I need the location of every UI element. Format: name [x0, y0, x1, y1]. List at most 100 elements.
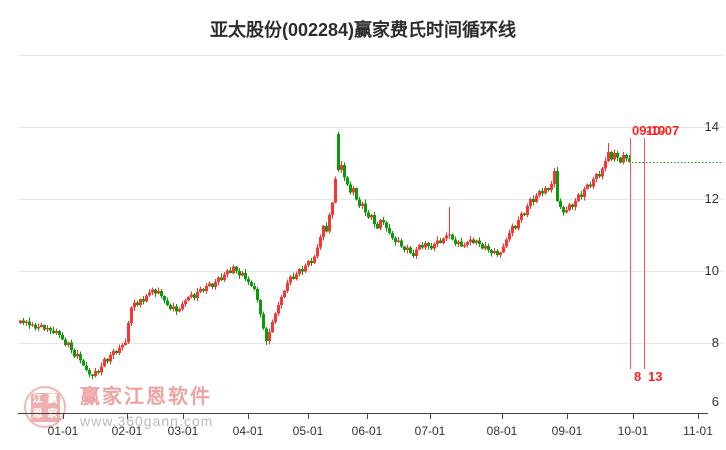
candle-body	[73, 350, 76, 357]
candle-body	[100, 366, 103, 373]
candle-body	[445, 235, 448, 239]
candle-body	[82, 360, 85, 366]
candle-body	[553, 170, 556, 184]
candle-body	[151, 289, 154, 293]
candle-body	[166, 300, 169, 306]
candle-body	[136, 302, 139, 306]
candle-body	[115, 350, 118, 354]
candle-body	[475, 240, 478, 243]
candle-body	[619, 157, 622, 163]
candle-body	[517, 219, 520, 229]
candle-body	[208, 283, 211, 287]
candle-body	[478, 240, 481, 244]
candle-body	[544, 188, 547, 194]
candle-body	[562, 206, 565, 213]
candle-body	[496, 251, 499, 255]
candle-body	[37, 326, 40, 329]
candle-body	[88, 370, 91, 375]
candle-body	[541, 191, 544, 194]
candle-body	[232, 266, 235, 273]
candle-body	[154, 289, 157, 294]
candle-body	[559, 200, 562, 207]
candle-body	[271, 322, 274, 333]
candle-body	[394, 237, 397, 243]
candle-body	[580, 194, 583, 198]
candle-body	[286, 282, 289, 291]
candle-body	[373, 215, 376, 225]
candle-body	[526, 206, 529, 216]
candle-body	[277, 305, 280, 314]
candle-body	[454, 239, 457, 244]
candle-body	[268, 332, 271, 342]
candle-body	[298, 269, 301, 274]
candle-body	[34, 324, 37, 329]
candle-body	[358, 199, 361, 207]
candle-body	[58, 331, 61, 336]
candle-body	[85, 365, 88, 370]
candle-body	[574, 200, 577, 207]
candle-body	[538, 191, 541, 196]
candle-body	[385, 222, 388, 228]
x-axis-label: 10-01	[618, 424, 649, 438]
candle-body	[364, 203, 367, 213]
candle-body	[172, 306, 175, 309]
y-axis-label: 10	[705, 263, 719, 278]
candle-body	[91, 374, 94, 377]
candle-body	[352, 188, 355, 193]
candle-body	[409, 247, 412, 253]
candle-body	[307, 260, 310, 266]
candle-body	[502, 246, 505, 253]
candle-body	[577, 194, 580, 201]
candle-body	[262, 314, 265, 329]
x-axis-label: 09-01	[552, 424, 583, 438]
candle-body	[316, 247, 319, 257]
x-axis-label: 03-01	[168, 424, 199, 438]
candle-body	[616, 152, 619, 158]
candle-body	[244, 272, 247, 279]
candle-body	[325, 226, 328, 232]
candle-body	[70, 342, 73, 351]
candle-body	[532, 199, 535, 202]
candle-body	[400, 240, 403, 247]
candle-body	[421, 245, 424, 248]
candle-body	[217, 277, 220, 282]
candle-body	[49, 327, 52, 331]
candle-body	[55, 331, 58, 333]
cycle-line-number-label: 13	[648, 369, 662, 384]
candle-body	[463, 245, 466, 247]
candle-body	[604, 161, 607, 169]
candle-body	[379, 219, 382, 229]
candle-body	[79, 353, 82, 361]
y-axis-label: 6	[712, 394, 719, 409]
candle-body	[376, 224, 379, 229]
candle-body	[388, 227, 391, 234]
candle-body	[238, 271, 241, 276]
candle-body	[52, 330, 55, 333]
x-axis-label: 08-01	[487, 424, 518, 438]
candle-body	[469, 239, 472, 243]
candle-body	[157, 290, 160, 294]
candle-body	[19, 320, 22, 324]
candle-body	[466, 242, 469, 246]
candle-body	[550, 183, 553, 190]
candle-body	[565, 209, 568, 213]
candle-body	[571, 204, 574, 207]
candle-body	[178, 308, 181, 312]
candle-body	[592, 179, 595, 187]
candle-body	[493, 251, 496, 253]
candle-body	[418, 245, 421, 250]
cycle-line-date-label: 10-07	[646, 123, 679, 138]
candle-body	[226, 270, 229, 275]
candle-body	[613, 152, 616, 160]
candle-body	[535, 195, 538, 202]
candle-body	[505, 239, 508, 247]
candle-body	[106, 359, 109, 362]
candle-body	[583, 188, 586, 198]
candle-body	[181, 304, 184, 309]
candle-body	[490, 250, 493, 253]
candle-body	[118, 347, 121, 354]
candle-body	[43, 325, 46, 330]
candle-body	[622, 155, 625, 163]
candle-body	[628, 158, 631, 162]
